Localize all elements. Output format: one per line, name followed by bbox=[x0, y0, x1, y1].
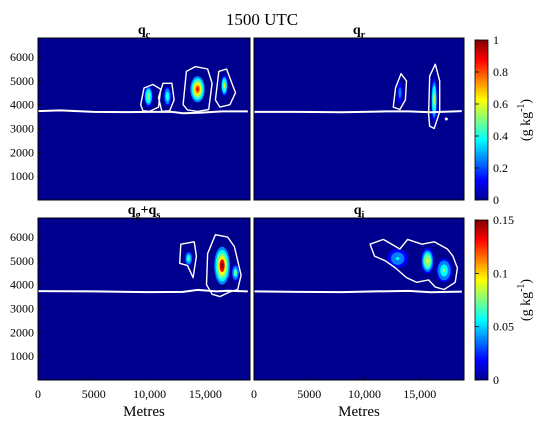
panel-frame bbox=[253, 37, 465, 201]
field-blob bbox=[426, 258, 429, 264]
panel-bottom-right: 0 5000 10,000 15,000 Metres qi bbox=[251, 203, 465, 420]
colorbar-top-tick-label: 0 bbox=[493, 193, 499, 207]
colorbar-top-label-text: (g kg bbox=[519, 112, 534, 141]
panel-bottom-left: 6000 5000 4000 3000 2000 1000 0 5000 10,000 15,00… bbox=[10, 203, 251, 420]
panel-frame bbox=[37, 217, 251, 381]
y-tick-label: 5000 bbox=[10, 74, 34, 88]
panel-frame bbox=[253, 217, 465, 381]
cloud-contour bbox=[427, 63, 441, 130]
panels: 6000 5000 4000 3000 2000 1000 qc qr 6000 5000 4000… bbox=[10, 23, 465, 420]
cloud-contour bbox=[157, 82, 175, 113]
field-blob bbox=[399, 91, 401, 95]
cloud-contour bbox=[369, 238, 459, 291]
y-tick-label: 5000 bbox=[10, 254, 34, 268]
colorbar-bottom-scale bbox=[474, 219, 489, 381]
panel-title: qg+qs bbox=[128, 203, 161, 221]
field-blob bbox=[442, 268, 446, 273]
x-tick-label: 5000 bbox=[82, 387, 106, 401]
y-tick-label: 4000 bbox=[10, 278, 34, 292]
panel-background bbox=[38, 218, 250, 380]
field-blob bbox=[147, 94, 150, 99]
x-tick-label: 15,000 bbox=[189, 387, 222, 401]
field-blob bbox=[396, 256, 400, 261]
colorbar-top-tick-label: 0.4 bbox=[493, 129, 508, 143]
colorbar-bottom-tick-label: 0.15 bbox=[493, 213, 514, 227]
y-tick-label: 3000 bbox=[10, 302, 34, 316]
panel-frame bbox=[37, 37, 251, 201]
field-blob bbox=[196, 87, 199, 92]
colorbar-top-scale bbox=[474, 39, 489, 201]
panel-background bbox=[254, 38, 464, 200]
field-blob bbox=[234, 271, 237, 275]
y-tick-label: 1000 bbox=[10, 169, 34, 183]
melting-level-line bbox=[38, 288, 248, 294]
colorbar-top-tick-label: 0.2 bbox=[493, 161, 508, 175]
melting-level-line bbox=[254, 110, 462, 114]
colorbar-bottom-tick-label: 0 bbox=[493, 373, 499, 387]
colorbar-top-ticks: 1 0.8 0.6 0.4 0.2 0 bbox=[475, 33, 508, 207]
y-tick-label: 1000 bbox=[10, 349, 34, 363]
x-tick-label: 15,000 bbox=[403, 387, 436, 401]
panel-top-left: 6000 5000 4000 3000 2000 1000 qc bbox=[10, 23, 251, 201]
y-tick-label: 3000 bbox=[10, 122, 34, 136]
panel-background bbox=[254, 218, 464, 380]
cloud-contour bbox=[214, 68, 237, 108]
colorbar-bottom: 0.15 0.1 0.05 0 (g kg-1) bbox=[474, 213, 534, 387]
x-axis-label: Metres bbox=[123, 404, 165, 420]
panel-top-right: qr bbox=[253, 23, 465, 201]
colorbar-top-tick-label: 1 bbox=[493, 33, 499, 47]
panel-title: qr bbox=[353, 23, 366, 41]
field-blob bbox=[433, 96, 435, 104]
x-tick-label: 10,000 bbox=[133, 387, 166, 401]
colorbar-top-label-close: ) bbox=[519, 99, 534, 104]
colorbar-top: 1 0.8 0.6 0.4 0.2 0 (g kg-1) bbox=[474, 33, 534, 207]
colorbar-bottom-ticks: 0.15 0.1 0.05 0 bbox=[475, 213, 514, 387]
y-tick-label: 6000 bbox=[10, 50, 34, 64]
melting-level-line bbox=[38, 109, 248, 115]
field-blob bbox=[223, 83, 225, 88]
colorbar-top-tick-label: 0.6 bbox=[493, 97, 508, 111]
x-tick-label: 5000 bbox=[297, 387, 321, 401]
colorbar-top-label: (g kg-1) bbox=[516, 99, 534, 142]
colorbar-bottom-label-sup: -1 bbox=[516, 284, 527, 292]
cloud-contour bbox=[139, 83, 162, 113]
colorbar-top-tick-label: 0.8 bbox=[493, 65, 508, 79]
panel-title: qc bbox=[138, 23, 151, 41]
panel-background bbox=[38, 38, 250, 200]
field-blob bbox=[220, 262, 224, 269]
y-tick-label: 6000 bbox=[10, 230, 34, 244]
panel-title: qi bbox=[354, 203, 365, 221]
x-tick-label: 0 bbox=[35, 387, 41, 401]
melting-level-line bbox=[254, 289, 462, 294]
colorbar-bottom-label: (g kg-1) bbox=[516, 279, 534, 322]
colorbar-top-label-sup: -1 bbox=[516, 104, 527, 112]
cloud-contour bbox=[178, 241, 198, 279]
field-blob bbox=[187, 257, 190, 260]
y-tick-label: 2000 bbox=[10, 325, 34, 339]
y-tick-label: 4000 bbox=[10, 98, 34, 112]
field-blob bbox=[166, 94, 169, 98]
contour-dot bbox=[444, 117, 448, 121]
colorbar-bottom-tick-label: 0.1 bbox=[493, 266, 508, 280]
colorbar-bottom-tick-label: 0.05 bbox=[493, 320, 514, 334]
colorbar-bottom-label-close: ) bbox=[519, 279, 534, 284]
figure-title: 1500 UTC bbox=[226, 10, 298, 29]
cloud-contour bbox=[182, 65, 213, 113]
cloud-contour bbox=[392, 72, 408, 111]
x-tick-label: 0 bbox=[251, 387, 257, 401]
y-tick-label: 2000 bbox=[10, 145, 34, 159]
cloud-contour bbox=[205, 233, 242, 298]
x-axis-label: Metres bbox=[338, 404, 380, 420]
x-tick-label: 10,000 bbox=[348, 387, 381, 401]
colorbar-bottom-label-text: (g kg bbox=[519, 292, 534, 321]
